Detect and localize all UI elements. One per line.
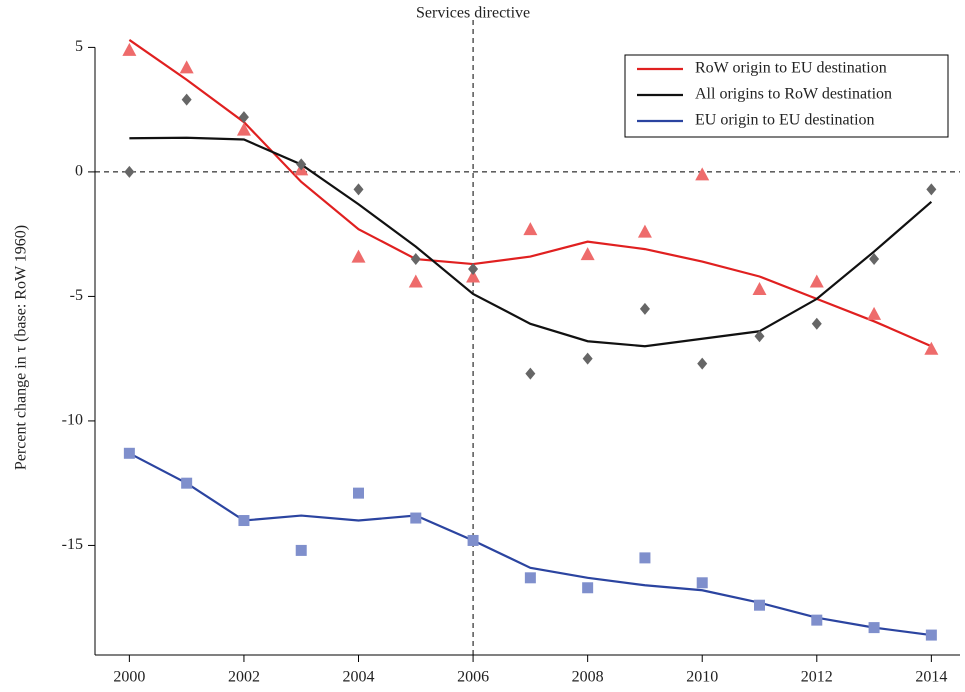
x-tick-label: 2006 <box>457 669 489 686</box>
y-tick-label: -15 <box>62 536 83 553</box>
diamond-marker <box>869 253 880 266</box>
diamond-marker <box>238 111 249 124</box>
x-tick-label: 2000 <box>113 669 145 686</box>
diamond-marker <box>754 330 765 343</box>
series-line <box>128 39 932 348</box>
square-marker <box>696 577 708 589</box>
triangle-marker <box>752 281 767 295</box>
legend-label: RoW origin to EU destination <box>695 60 887 77</box>
square-marker <box>238 515 250 527</box>
triangle-marker <box>122 42 137 56</box>
diamond-marker <box>697 357 708 370</box>
x-tick-label: 2002 <box>228 669 260 686</box>
triangle-marker <box>408 274 423 288</box>
x-tick-label: 2014 <box>915 669 947 686</box>
diamond-marker <box>811 317 822 330</box>
triangle-marker <box>351 249 366 263</box>
y-axis-label: Percent change in τ (base: RoW 1960) <box>13 225 30 470</box>
square-marker <box>524 572 536 584</box>
square-marker <box>868 622 880 634</box>
square-marker <box>925 629 937 641</box>
triangle-marker <box>867 306 882 320</box>
square-marker <box>353 487 365 499</box>
square-marker <box>467 534 479 546</box>
diamond-marker <box>525 367 536 380</box>
square-marker <box>123 447 135 459</box>
square-marker <box>410 512 422 524</box>
y-tick-label: 5 <box>75 38 83 55</box>
triangle-marker <box>809 274 824 288</box>
triangle-marker <box>695 167 710 181</box>
diamond-marker <box>926 183 937 196</box>
square-marker <box>295 544 307 556</box>
series-line <box>128 452 932 637</box>
x-tick-label: 2010 <box>686 669 718 686</box>
x-tick-label: 2012 <box>801 669 833 686</box>
triangle-marker <box>466 269 481 283</box>
diamond-marker <box>181 93 192 106</box>
x-tick-label: 2008 <box>572 669 604 686</box>
reference-label: Services directive <box>416 5 530 22</box>
triangle-marker <box>236 122 251 136</box>
triangle-marker <box>523 222 538 236</box>
diamond-marker <box>124 165 135 178</box>
diamond-marker <box>296 158 307 171</box>
x-tick-label: 2004 <box>343 669 375 686</box>
series-line <box>129 136 933 348</box>
square-marker <box>811 614 823 626</box>
legend-label: All origins to RoW destination <box>695 86 892 103</box>
y-tick-label: 0 <box>75 163 83 180</box>
square-marker <box>754 599 766 611</box>
diamond-marker <box>639 302 650 315</box>
legend-label: EU origin to EU destination <box>695 112 875 129</box>
triangle-marker <box>924 341 939 355</box>
triangle-marker <box>179 60 194 74</box>
diamond-marker <box>353 183 364 196</box>
diamond-marker <box>468 263 479 276</box>
y-tick-label: -5 <box>70 287 83 304</box>
diamond-marker <box>410 253 421 266</box>
triangle-marker <box>580 247 595 261</box>
square-marker <box>639 552 651 564</box>
square-marker <box>582 582 594 594</box>
y-tick-label: -10 <box>62 412 83 429</box>
diamond-marker <box>582 352 593 365</box>
triangle-marker <box>637 224 652 238</box>
square-marker <box>181 477 193 489</box>
